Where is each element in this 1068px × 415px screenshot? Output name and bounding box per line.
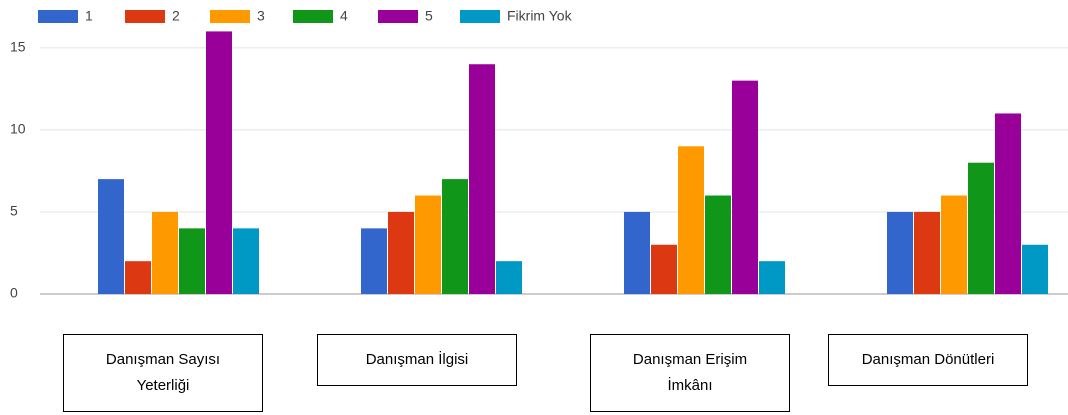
plot: 0 5 10 15 1 2 3 4 5 Fikrim Yok: [10, 8, 1068, 301]
bar: [941, 195, 967, 294]
legend-label: Fikrim Yok: [507, 8, 573, 24]
x-tick-label: Danışman Erişim İmkânı: [632, 351, 748, 394]
bar: [705, 195, 731, 294]
y-tick-label: 15: [10, 39, 26, 55]
bar: [179, 228, 205, 294]
legend-swatch: [38, 10, 78, 23]
bar: [759, 261, 785, 294]
bar: [624, 211, 650, 294]
legend-swatch: [125, 10, 165, 23]
legend-swatch: [378, 10, 418, 23]
legend-label: 4: [340, 8, 348, 24]
y-tick-label: 0: [10, 285, 18, 301]
bar: [206, 31, 232, 294]
legend-label: 2: [172, 8, 180, 24]
bar: [968, 162, 994, 294]
y-tick-label: 5: [10, 203, 18, 219]
legend-label: 1: [85, 8, 93, 24]
category-box: Danışman İlgisi: [317, 334, 517, 386]
legend-swatch: [293, 10, 333, 23]
legend-label: 5: [425, 8, 433, 24]
category-box: Danışman Erişim İmkânı: [590, 334, 790, 412]
bar: [152, 211, 178, 294]
category-box: Danışman Sayısı Yeterliği: [63, 334, 263, 412]
legend-label: 3: [257, 8, 265, 24]
legend-swatch: [460, 10, 500, 23]
bar: [678, 146, 704, 294]
category-box: Danışman Dönütleri: [828, 334, 1028, 386]
x-tick-label: Danışman Sayısı Yeterliği: [105, 351, 221, 394]
bar: [361, 228, 387, 294]
bar: [1022, 244, 1048, 294]
bar: [732, 80, 758, 294]
bar: [914, 211, 940, 294]
bar: [415, 195, 441, 294]
bar: [125, 261, 151, 294]
bar: [469, 64, 495, 294]
bar: [388, 211, 414, 294]
x-tick-label: Danışman İlgisi: [365, 351, 469, 368]
bar: [995, 113, 1021, 295]
bar: [887, 211, 913, 294]
bar: [233, 228, 259, 294]
bar: [651, 244, 677, 294]
bar: [98, 179, 124, 294]
bar: [442, 179, 468, 294]
x-tick-label: Danışman Dönütleri: [861, 351, 995, 368]
bar: [496, 261, 522, 294]
y-tick-label: 10: [10, 121, 26, 137]
legend-swatch: [210, 10, 250, 23]
